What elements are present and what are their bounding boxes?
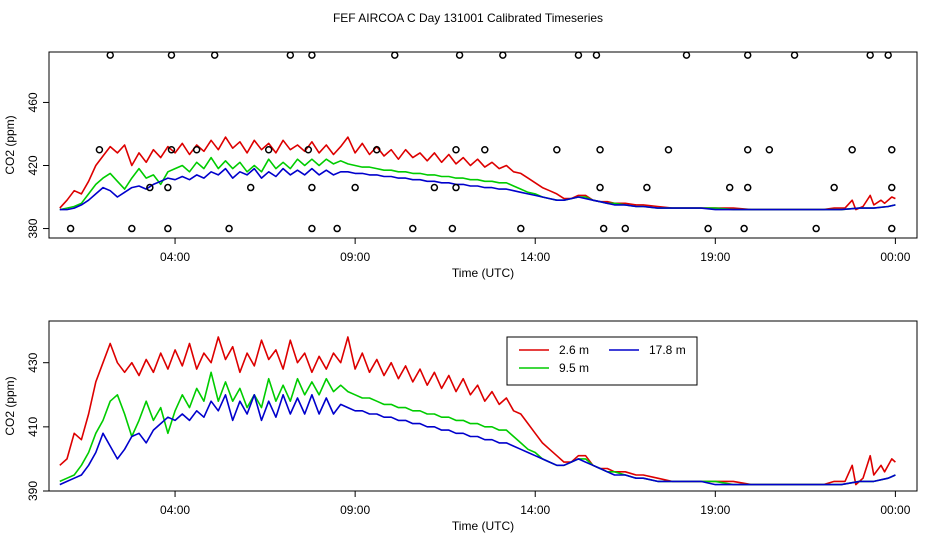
bottom-y-tick-label: 430 <box>26 352 40 372</box>
top-y-tick-label: 420 <box>26 155 40 175</box>
calibration-marker <box>596 183 604 192</box>
bottom-panel: 04:00 09:00 14:00 19:00 00:00 Time (UTC) 390 41… <box>3 320 918 533</box>
calibration-marker <box>621 224 630 233</box>
calibration-marker <box>164 183 172 192</box>
top-y-axis-label: CO2 (ppm) <box>3 115 17 174</box>
bottom-x-tick-label: 19:00 <box>700 503 730 517</box>
calibration-marker <box>455 51 464 59</box>
bottom-y-axis-label: CO2 (ppm) <box>3 376 17 435</box>
bottom-series-9-5-mm-line <box>59 371 896 486</box>
calibration-marker <box>106 51 114 59</box>
calibration-marker <box>304 145 313 154</box>
calibration-marker <box>373 145 381 154</box>
calibration-marker <box>499 51 507 59</box>
calibration-marker <box>167 51 176 59</box>
calibration-marker <box>848 145 856 154</box>
top-x-tick-label: 14:00 <box>520 250 550 264</box>
calibration-marker <box>308 224 316 233</box>
calibration-marker <box>790 51 799 59</box>
legend: 2.6 m 9.5 m 17.8 m <box>506 336 698 386</box>
calibration-marker <box>725 183 734 192</box>
calibration-marker <box>743 183 752 192</box>
calibration-marker <box>167 145 176 154</box>
top-series-9-5-mm-line <box>59 156 896 211</box>
calibration-marker <box>481 145 489 154</box>
calibration-marker <box>308 51 316 59</box>
calibration-marker <box>888 145 896 154</box>
calibration-marker <box>743 51 752 59</box>
bottom-y-tick-label: 390 <box>26 481 40 501</box>
calibration-marker <box>643 183 651 192</box>
calibration-marker <box>704 224 712 233</box>
top-series-2-6-mm-line <box>59 136 896 211</box>
calibration-marker <box>192 145 201 154</box>
bottom-y-tick-label: 410 <box>26 417 40 437</box>
calibration-marker <box>286 51 295 59</box>
calibration-marker <box>409 224 417 233</box>
chart-title: FEF AIRCOA C Day 131001 Calibrated Times… <box>333 11 603 25</box>
bottom-x-tick-label: 14:00 <box>520 503 550 517</box>
calibration-marker <box>888 224 896 233</box>
calibration-marker <box>599 224 608 233</box>
bottom-x-tick-label: 00:00 <box>880 503 910 517</box>
bottom-series-2-6-mm-line <box>59 336 896 486</box>
calibration-marker <box>452 145 460 154</box>
bottom-x-axis-label: Time (UTC) <box>452 519 514 533</box>
legend-box <box>506 336 698 386</box>
legend-label: 17.8 m <box>649 343 686 357</box>
calibration-marker <box>830 183 838 192</box>
legend-label: 9.5 m <box>559 361 589 375</box>
calibration-marker <box>95 145 104 154</box>
top-panel: 04:00 09:00 14:00 19:00 00:00 Time (UTC) 380 42… <box>3 51 918 280</box>
calibration-marker <box>391 51 399 59</box>
calibration-marker <box>592 51 601 59</box>
bottom-plot-frame <box>48 320 918 492</box>
top-x-axis-label: Time (UTC) <box>452 266 514 280</box>
calibration-marker <box>448 224 457 233</box>
top-series-17-8-mm-line <box>59 167 896 211</box>
calibration-marker <box>225 224 233 233</box>
calibration-marker <box>146 183 154 192</box>
calibration-marker <box>66 224 75 233</box>
calibration-marker <box>866 51 874 59</box>
calibration-marker <box>596 145 604 154</box>
top-x-tick-label: 19:00 <box>700 250 730 264</box>
bottom-x-tick-label: 09:00 <box>340 503 370 517</box>
calibration-marker <box>333 224 341 233</box>
calibration-marker <box>553 145 561 154</box>
calibration-marker <box>308 183 316 192</box>
calibration-marker <box>164 224 172 233</box>
legend-label: 2.6 m <box>559 343 589 357</box>
calibration-marker <box>682 51 691 59</box>
calibration-marker <box>740 224 748 233</box>
calibration-marker <box>812 224 820 233</box>
calibration-marker <box>517 224 525 233</box>
top-plot-frame <box>48 51 918 239</box>
top-calibration-markers <box>66 51 896 233</box>
calibration-marker <box>888 183 896 192</box>
calibration-marker <box>765 145 774 154</box>
bottom-x-tick-label: 04:00 <box>160 503 190 517</box>
top-x-tick-label: 04:00 <box>160 250 190 264</box>
calibration-marker <box>210 51 219 59</box>
calibration-marker <box>452 183 460 192</box>
calibration-marker <box>884 51 892 59</box>
calibration-marker <box>574 51 583 59</box>
calibration-marker <box>743 145 752 154</box>
calibration-marker <box>351 183 359 192</box>
calibration-marker <box>128 224 136 233</box>
top-y-tick-label: 380 <box>26 218 40 238</box>
calibration-marker <box>264 145 273 154</box>
top-x-tick-label: 00:00 <box>880 250 910 264</box>
calibration-marker <box>246 183 255 192</box>
calibration-marker <box>430 183 439 192</box>
top-y-tick-label: 460 <box>26 92 40 112</box>
calibration-marker <box>664 145 673 154</box>
bottom-series-17-8-mm-line <box>59 394 896 486</box>
top-x-tick-label: 09:00 <box>340 250 370 264</box>
